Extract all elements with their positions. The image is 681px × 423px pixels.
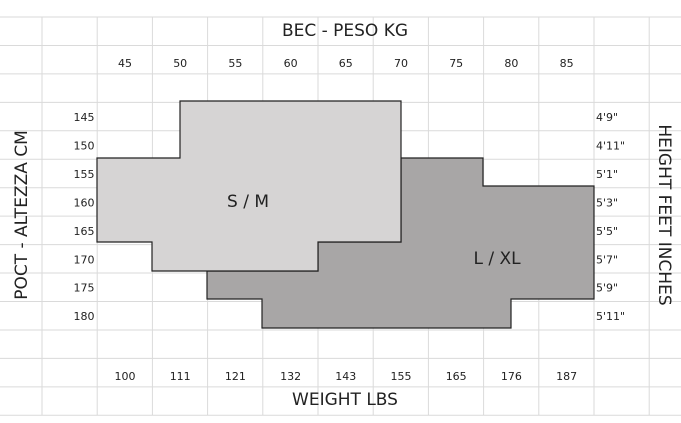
feet-label: 5'3" bbox=[596, 196, 618, 209]
kg-label: 75 bbox=[449, 57, 463, 70]
kg-label: 55 bbox=[228, 57, 242, 70]
lbs-label: 176 bbox=[501, 370, 522, 383]
kg-label: 45 bbox=[118, 57, 132, 70]
kg-label: 65 bbox=[339, 57, 353, 70]
kg-label: 85 bbox=[560, 57, 574, 70]
cm-label: 170 bbox=[74, 253, 95, 266]
feet-label: 5'9" bbox=[596, 282, 618, 295]
lbs-label: 143 bbox=[335, 370, 356, 383]
region-sm bbox=[96, 100, 402, 272]
kg-label: 80 bbox=[504, 57, 518, 70]
feet-label: 5'7" bbox=[596, 253, 618, 266]
cm-label: 165 bbox=[74, 225, 95, 238]
feet-label: 4'11" bbox=[596, 139, 625, 152]
lbs-label: 111 bbox=[170, 370, 191, 383]
feet-label: 5'1" bbox=[596, 168, 618, 181]
cm-label: 160 bbox=[74, 196, 95, 209]
kg-label: 50 bbox=[173, 57, 187, 70]
header-title: ВЕС - PESO KG bbox=[282, 21, 408, 41]
lbs-label: 132 bbox=[280, 370, 301, 383]
feet-label: 5'11" bbox=[596, 310, 625, 323]
kg-label: 70 bbox=[394, 57, 408, 70]
feet-label: 4'9" bbox=[596, 111, 618, 124]
lbs-label: 187 bbox=[556, 370, 577, 383]
cm-label: 175 bbox=[74, 282, 95, 295]
cm-label: 150 bbox=[74, 139, 95, 152]
region-label: L / XL bbox=[473, 249, 521, 269]
lbs-label: 155 bbox=[391, 370, 412, 383]
right-axis-title: HEIGHT FEET INCHES bbox=[654, 124, 674, 305]
footer-title: WEIGHT LBS bbox=[292, 390, 398, 410]
lbs-label: 165 bbox=[446, 370, 467, 383]
cm-label: 180 bbox=[74, 310, 95, 323]
kg-label: 60 bbox=[284, 57, 298, 70]
left-axis-title: РОСТ - ALTEZZA CM bbox=[12, 130, 32, 300]
lbs-label: 100 bbox=[115, 370, 136, 383]
region-label: S / M bbox=[227, 192, 269, 212]
feet-label: 5'5" bbox=[596, 225, 618, 238]
lbs-label: 121 bbox=[225, 370, 246, 383]
cm-label: 145 bbox=[74, 111, 95, 124]
cm-label: 155 bbox=[74, 168, 95, 181]
